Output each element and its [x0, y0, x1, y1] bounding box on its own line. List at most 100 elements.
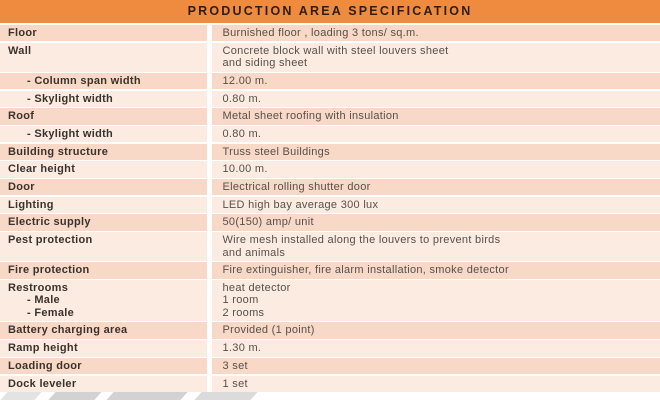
- row-value: 10.00 m.: [222, 163, 268, 176]
- table-row: Dock leveler 1 set: [0, 375, 660, 392]
- row-label: Dock leveler: [8, 377, 77, 390]
- row-label-cell: Door: [0, 179, 207, 196]
- row-value: 2 rooms: [222, 306, 265, 319]
- row-label-cell: Battery charging area: [0, 322, 207, 339]
- row-label-cell: Fire protection: [0, 262, 207, 279]
- row-value-cell: heat detector 1 room 2 rooms: [211, 279, 660, 322]
- row-value: heat detector: [222, 281, 291, 294]
- row-value-cell: 1.30 m.: [211, 340, 660, 357]
- row-value: Fire extinguisher, fire alarm installati…: [222, 264, 509, 277]
- row-value: Concrete block wall with steel louvers s…: [222, 44, 449, 57]
- row-value: 0.80 m.: [222, 127, 262, 140]
- row-value: LED high bay average 300 lux: [222, 198, 379, 211]
- row-label: Electric supply: [8, 216, 91, 229]
- row-value-cell: 10.00 m.: [211, 161, 660, 178]
- row-value-cell: Electrical rolling shutter door: [211, 179, 660, 196]
- row-label-cell: Dock leveler: [0, 375, 207, 392]
- row-value-cell: Provided (1 point): [211, 322, 660, 339]
- row-label-cell: Lighting: [0, 196, 207, 214]
- diagonal-stripe: [48, 392, 102, 400]
- row-label-cell: - Column span width: [0, 72, 207, 90]
- row-value-cell: 0.80 m.: [211, 125, 660, 143]
- row-label: - Male: [27, 294, 60, 307]
- row-label: Battery charging area: [8, 324, 128, 337]
- table-row: Floor Burnished floor , loading 3 tons/ s…: [0, 25, 660, 42]
- row-label-cell: Clear height: [0, 161, 207, 178]
- row-label: Building structure: [8, 145, 109, 158]
- row-label-cell: Roof: [0, 108, 207, 125]
- row-value: 1.30 m.: [222, 342, 262, 355]
- row-value: and siding sheet: [222, 57, 308, 70]
- row-value-cell: 12.00 m.: [211, 72, 660, 90]
- table-row: Loading door 3 set: [0, 357, 660, 375]
- row-label-cell: Wall: [0, 42, 207, 72]
- table-row: - Skylight width 0.80 m.: [0, 125, 660, 143]
- row-label: Restrooms: [8, 281, 69, 294]
- table-row: Building structure Truss steel Buildings: [0, 143, 660, 161]
- row-label: Fire protection: [8, 264, 90, 277]
- table-row: - Column span width 12.00 m.: [0, 72, 660, 90]
- table-row: - Skylight width 0.80 m.: [0, 90, 660, 107]
- row-label-cell: Pest protection: [0, 232, 207, 261]
- row-label-cell: Ramp height: [0, 340, 207, 357]
- row-value: 1 set: [222, 377, 248, 390]
- row-value-cell: 3 set: [211, 357, 660, 375]
- row-value: 50(150) amp/ unit: [222, 216, 314, 229]
- row-label-cell: Restrooms - Male - Female: [0, 279, 207, 322]
- row-value: 0.80 m.: [222, 92, 262, 105]
- row-value: and animals: [222, 246, 286, 259]
- row-value-cell: Wire mesh installed along the louvers to…: [211, 232, 660, 261]
- row-label: - Column span width: [27, 74, 141, 87]
- row-value: 3 set: [222, 359, 248, 372]
- row-label: Pest protection: [8, 234, 93, 247]
- row-label-cell: Electric supply: [0, 214, 207, 231]
- table-row: Pest protection Wire mesh installed along…: [0, 232, 660, 261]
- table-row: Fire protection Fire extinguisher, fire a…: [0, 262, 660, 279]
- row-label: - Skylight width: [27, 92, 114, 105]
- row-label: Wall: [8, 44, 32, 57]
- row-label: Floor: [8, 27, 37, 39]
- row-label: Ramp height: [8, 342, 78, 355]
- table-row: Battery charging area Provided (1 point): [0, 322, 660, 339]
- row-label-cell: Building structure: [0, 143, 207, 161]
- row-value: Wire mesh installed along the louvers to…: [222, 234, 501, 247]
- row-value: Electrical rolling shutter door: [222, 181, 371, 194]
- table-row: Restrooms - Male - Female heat detector 1 ro…: [0, 279, 660, 322]
- table-row: Clear height 10.00 m.: [0, 161, 660, 178]
- row-label: Roof: [8, 110, 35, 123]
- row-label: Clear height: [8, 163, 76, 176]
- row-value-cell: Metal sheet roofing with insulation: [211, 108, 660, 125]
- page-title: PRODUCTION AREA SPECIFICATION: [0, 0, 660, 23]
- row-label-cell: Loading door: [0, 357, 207, 375]
- row-label: - Female: [27, 306, 75, 319]
- footer-stripe-decoration: [0, 392, 660, 400]
- row-value: Truss steel Buildings: [222, 145, 330, 158]
- table-row: Ramp height 1.30 m.: [0, 340, 660, 357]
- row-label: Door: [8, 181, 35, 194]
- row-value: 1 room: [222, 294, 259, 307]
- row-value-cell: Concrete block wall with steel louvers s…: [211, 42, 660, 72]
- table-row: Lighting LED high bay average 300 lux: [0, 196, 660, 214]
- table-row: Wall Concrete block wall with steel louve…: [0, 42, 660, 72]
- row-label-cell: - Skylight width: [0, 90, 207, 107]
- row-label-cell: Floor: [0, 25, 207, 42]
- row-value-cell: LED high bay average 300 lux: [211, 196, 660, 214]
- row-value-cell: Burnished floor , loading 3 tons/ sq.m.: [211, 25, 660, 42]
- row-value: Provided (1 point): [222, 324, 315, 337]
- row-value-cell: Fire extinguisher, fire alarm installati…: [211, 262, 660, 279]
- row-value: Burnished floor , loading 3 tons/ sq.m.: [222, 27, 419, 39]
- diagonal-stripe: [106, 392, 188, 400]
- row-value-cell: 50(150) amp/ unit: [211, 214, 660, 231]
- diagonal-stripe: [194, 392, 258, 400]
- row-value: 12.00 m.: [222, 74, 268, 87]
- diagonal-stripe: [0, 392, 42, 400]
- row-value-cell: 1 set: [211, 375, 660, 392]
- row-label: - Skylight width: [27, 127, 114, 140]
- row-value: Metal sheet roofing with insulation: [222, 110, 399, 123]
- row-label: Lighting: [8, 198, 54, 211]
- table-row: Roof Metal sheet roofing with insulation: [0, 108, 660, 125]
- row-value-cell: Truss steel Buildings: [211, 143, 660, 161]
- table-row: Door Electrical rolling shutter door: [0, 179, 660, 196]
- row-label-cell: - Skylight width: [0, 125, 207, 143]
